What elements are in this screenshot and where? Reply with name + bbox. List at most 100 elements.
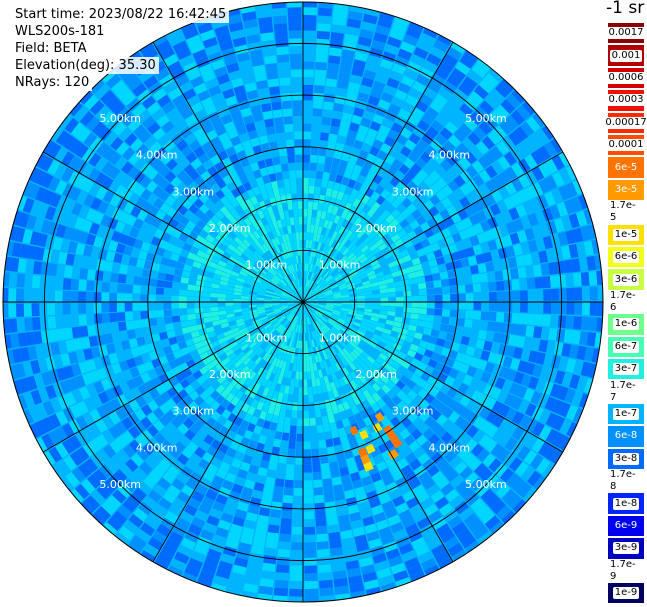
ray-gate <box>276 46 289 56</box>
ray-gate <box>310 300 319 302</box>
colorbar-level: 0.0006 <box>606 66 646 90</box>
ray-gate <box>287 299 296 302</box>
aerosol-plume <box>349 412 403 472</box>
ray-gate <box>292 402 298 411</box>
ray-gate <box>82 442 96 458</box>
ray-gate <box>362 214 371 224</box>
ray-gate <box>356 330 366 337</box>
ray-gate <box>256 294 265 298</box>
ray-gate <box>229 523 243 535</box>
ray-gate <box>248 464 259 475</box>
ray-gate <box>528 133 543 149</box>
ray-gate <box>42 343 53 357</box>
ray-gate <box>271 246 279 255</box>
colorbar-level: 3e-7 <box>607 358 645 381</box>
ray-gate <box>196 219 207 230</box>
ray-gate <box>292 323 296 332</box>
ray-gate <box>179 435 191 447</box>
ray-gate <box>280 305 289 309</box>
ray-gate <box>193 198 204 209</box>
ray-gate <box>126 97 141 112</box>
ray-gate <box>338 360 346 369</box>
ray-gate <box>339 64 352 75</box>
ray-gate <box>186 290 195 297</box>
ray-gate <box>286 456 295 465</box>
ray-gate <box>183 27 199 40</box>
ray-gate <box>216 333 226 340</box>
ray-gate <box>345 221 354 231</box>
ray-gate <box>272 7 287 17</box>
ray-gate <box>275 228 282 237</box>
ray-gate <box>280 294 289 298</box>
ray-gate <box>124 302 133 312</box>
ray-gate <box>469 235 480 246</box>
ray-gate <box>366 128 378 139</box>
ray-gate <box>256 304 265 307</box>
ray-gate <box>292 315 297 324</box>
ray-gate <box>297 410 303 419</box>
ray-gate <box>205 385 216 396</box>
ray-gate <box>211 58 226 71</box>
ray-gate <box>241 289 250 294</box>
ray-gate <box>291 77 302 86</box>
ray-gate <box>350 326 359 333</box>
ray-gate <box>413 263 423 272</box>
ray-gate <box>321 315 329 322</box>
ray-gate <box>386 389 397 400</box>
ray-gate <box>277 549 291 558</box>
ray-gate <box>160 391 172 403</box>
ray-gate <box>303 472 313 481</box>
ray-gate <box>85 291 94 302</box>
ray-gate <box>347 178 357 189</box>
ray-gate <box>234 214 244 224</box>
ray-gate <box>453 187 466 200</box>
ray-gate <box>367 95 380 107</box>
ray-gate <box>89 100 105 116</box>
ray-gate <box>359 409 369 420</box>
ray-gate <box>356 289 365 294</box>
ray-gate <box>354 282 363 288</box>
ray-gate <box>168 235 179 246</box>
ray-gate <box>326 406 334 416</box>
ray-gate <box>341 228 350 237</box>
ray-gate <box>226 259 236 267</box>
ray-gate <box>516 230 528 243</box>
ray-gate <box>286 241 292 250</box>
ray-gate <box>325 308 333 312</box>
ray-gate <box>296 363 300 372</box>
ray-gate <box>360 276 370 283</box>
ray-gate <box>44 206 57 221</box>
ray-gate <box>531 225 543 239</box>
ray-gate <box>259 256 267 264</box>
ray-gate <box>71 266 81 279</box>
ray-gate <box>318 299 327 302</box>
ray-gate <box>221 479 234 491</box>
ray-gate <box>349 223 358 233</box>
ray-gate <box>451 379 462 391</box>
ray-gate <box>62 134 77 150</box>
ray-gate <box>111 362 122 375</box>
ray-gate <box>158 165 171 178</box>
ray-gate <box>328 229 335 239</box>
ray-gate <box>278 211 285 220</box>
ray-gate <box>271 302 280 304</box>
ray-gate <box>26 375 38 391</box>
ray-gate <box>65 253 76 266</box>
ray-gate <box>311 217 316 226</box>
ray-gate <box>253 203 262 213</box>
ray-gate <box>341 474 352 484</box>
ray-gate <box>273 341 280 350</box>
ray-gate <box>516 142 530 158</box>
ray-gate <box>195 318 205 325</box>
ray-gate <box>339 313 348 319</box>
ray-gate <box>297 332 300 341</box>
ray-gate <box>252 280 261 286</box>
ray-gate <box>303 317 306 326</box>
ray-gate <box>308 332 312 341</box>
ray-gate <box>370 337 380 345</box>
ray-gate <box>340 310 349 314</box>
ray-gate <box>18 377 30 394</box>
ray-gate <box>123 349 134 360</box>
ray-gate <box>182 571 198 583</box>
ray-gate <box>163 295 172 302</box>
